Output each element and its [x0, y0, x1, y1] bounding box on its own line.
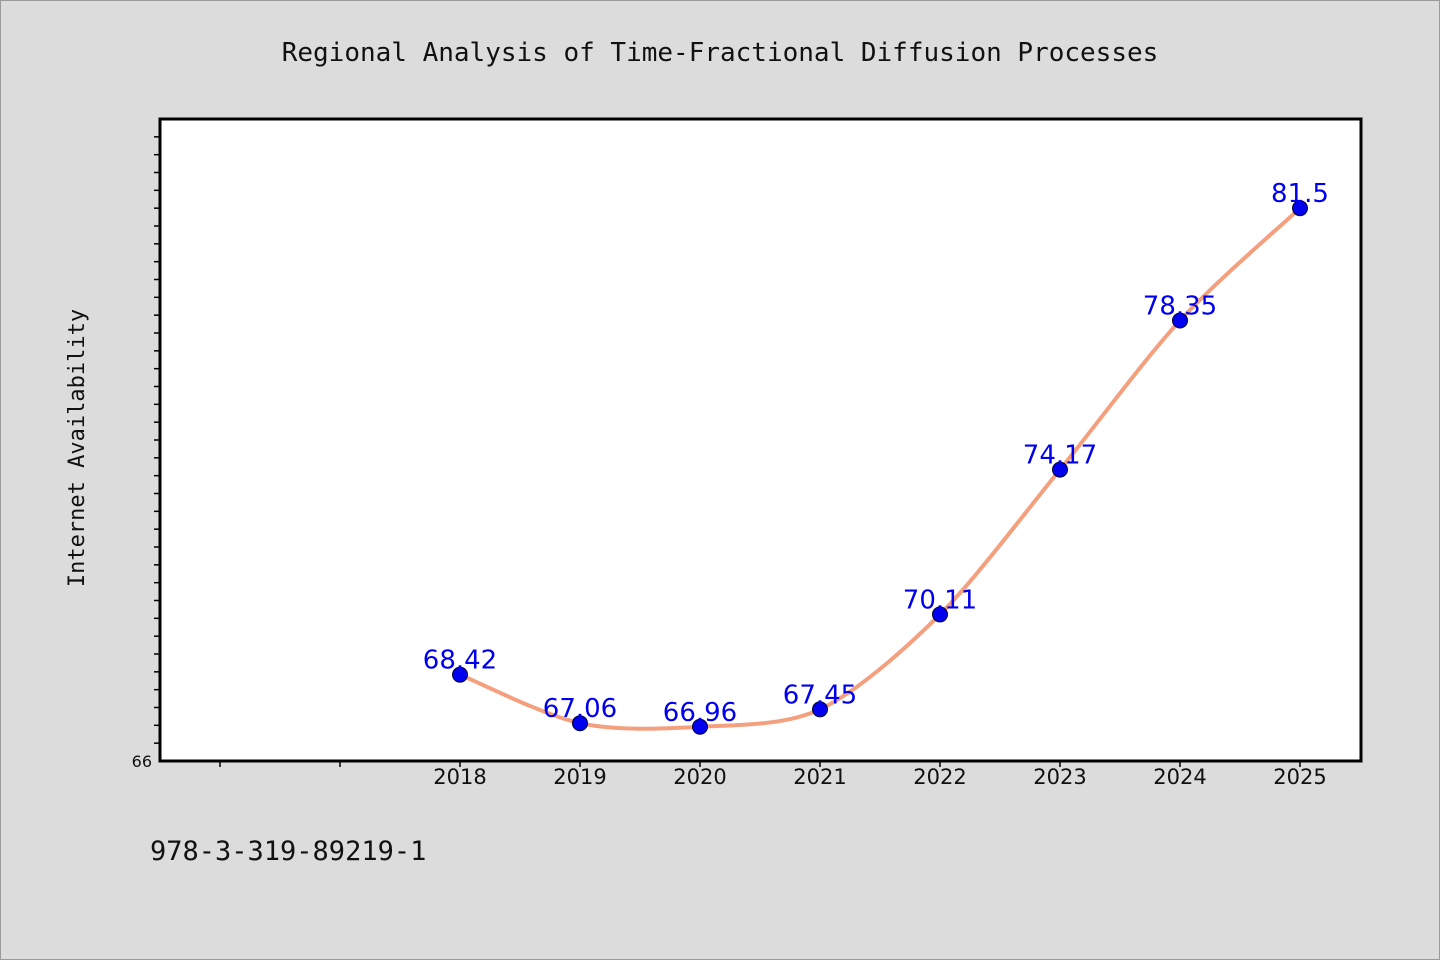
data-label: 66.96 [663, 698, 737, 728]
x-tick-label: 2019 [553, 765, 606, 789]
x-tick-label: 2018 [433, 765, 486, 789]
isbn-footer: 978-3-319-89219-1 [150, 836, 427, 867]
data-label: 81.5 [1271, 179, 1329, 209]
series-line [458, 206, 1302, 731]
data-label: 78.35 [1143, 292, 1217, 322]
data-point [572, 715, 588, 732]
data-label: 74.17 [1023, 441, 1097, 471]
series-layer: 68.42 67.06 66.96 67.45 70.11 74.17 78.35 81.5 [423, 179, 1329, 735]
x-tick-label: 2023 [1033, 765, 1086, 789]
x-tick-label: 2021 [793, 765, 846, 789]
data-point [1052, 461, 1068, 478]
plot-area [158, 117, 1363, 763]
data-point [452, 666, 468, 683]
x-tick-label: 2024 [1153, 765, 1206, 789]
data-point [692, 718, 708, 735]
y-axis-label: Internet Availability [65, 309, 90, 587]
data-label: 67.45 [783, 680, 857, 710]
x-tick-label: 2025 [1273, 765, 1326, 789]
x-tick-label: 2022 [913, 765, 966, 789]
data-label: 68.42 [423, 646, 497, 676]
chart-title: Regional Analysis of Time-Fractional Dif… [282, 38, 1159, 68]
data-point [1292, 200, 1308, 217]
axis-ticks: 2018 2019 2020 2021 2022 2023 2024 2025 66 [132, 136, 1327, 789]
data-point [932, 606, 948, 623]
y-tick-label: 66 [132, 752, 152, 771]
data-point [1172, 312, 1188, 329]
data-label: 70.11 [903, 585, 977, 615]
x-tick-label: 2020 [673, 765, 726, 789]
data-point [812, 701, 828, 718]
data-label: 67.06 [543, 694, 617, 724]
